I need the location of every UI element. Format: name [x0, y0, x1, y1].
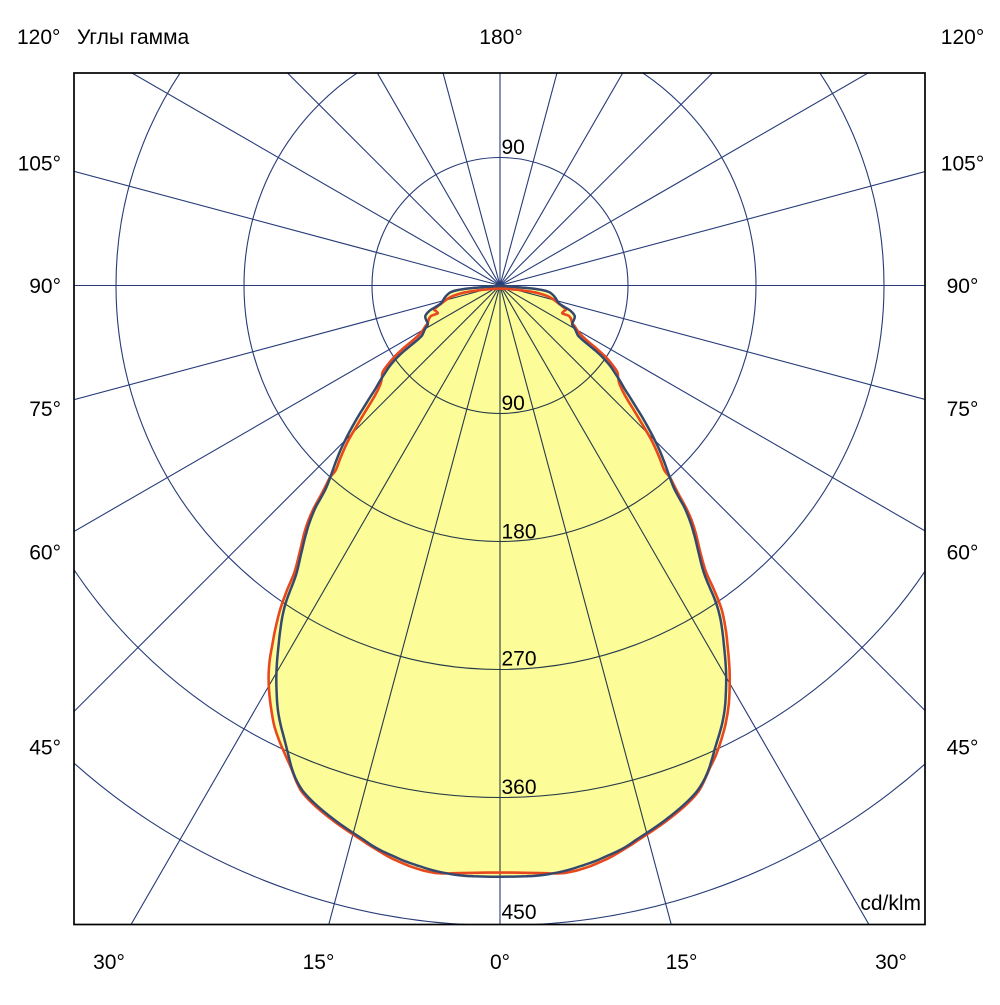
svg-text:180°: 180° — [479, 26, 522, 49]
svg-text:90°: 90° — [947, 275, 979, 298]
svg-text:90°: 90° — [29, 275, 61, 298]
svg-text:105°: 105° — [941, 153, 984, 176]
svg-text:Углы гамма: Углы гамма — [77, 26, 190, 49]
svg-text:360: 360 — [502, 776, 537, 799]
svg-text:75°: 75° — [29, 398, 61, 421]
svg-text:450: 450 — [502, 901, 537, 924]
svg-text:60°: 60° — [29, 542, 61, 565]
svg-text:cd/klm: cd/klm — [860, 892, 921, 915]
svg-text:90: 90 — [502, 136, 525, 159]
svg-text:75°: 75° — [947, 398, 979, 421]
svg-text:90: 90 — [502, 392, 525, 415]
svg-text:270: 270 — [502, 648, 537, 671]
svg-text:30°: 30° — [875, 951, 907, 974]
svg-text:30°: 30° — [93, 951, 125, 974]
svg-text:120°: 120° — [17, 26, 60, 49]
svg-text:60°: 60° — [947, 542, 979, 565]
svg-text:105°: 105° — [18, 153, 61, 176]
svg-text:0°: 0° — [490, 951, 510, 974]
svg-text:45°: 45° — [29, 737, 61, 760]
svg-text:15°: 15° — [303, 951, 335, 974]
svg-text:15°: 15° — [666, 951, 698, 974]
svg-text:45°: 45° — [947, 737, 979, 760]
svg-text:120°: 120° — [941, 26, 984, 49]
svg-text:180: 180 — [502, 521, 537, 544]
